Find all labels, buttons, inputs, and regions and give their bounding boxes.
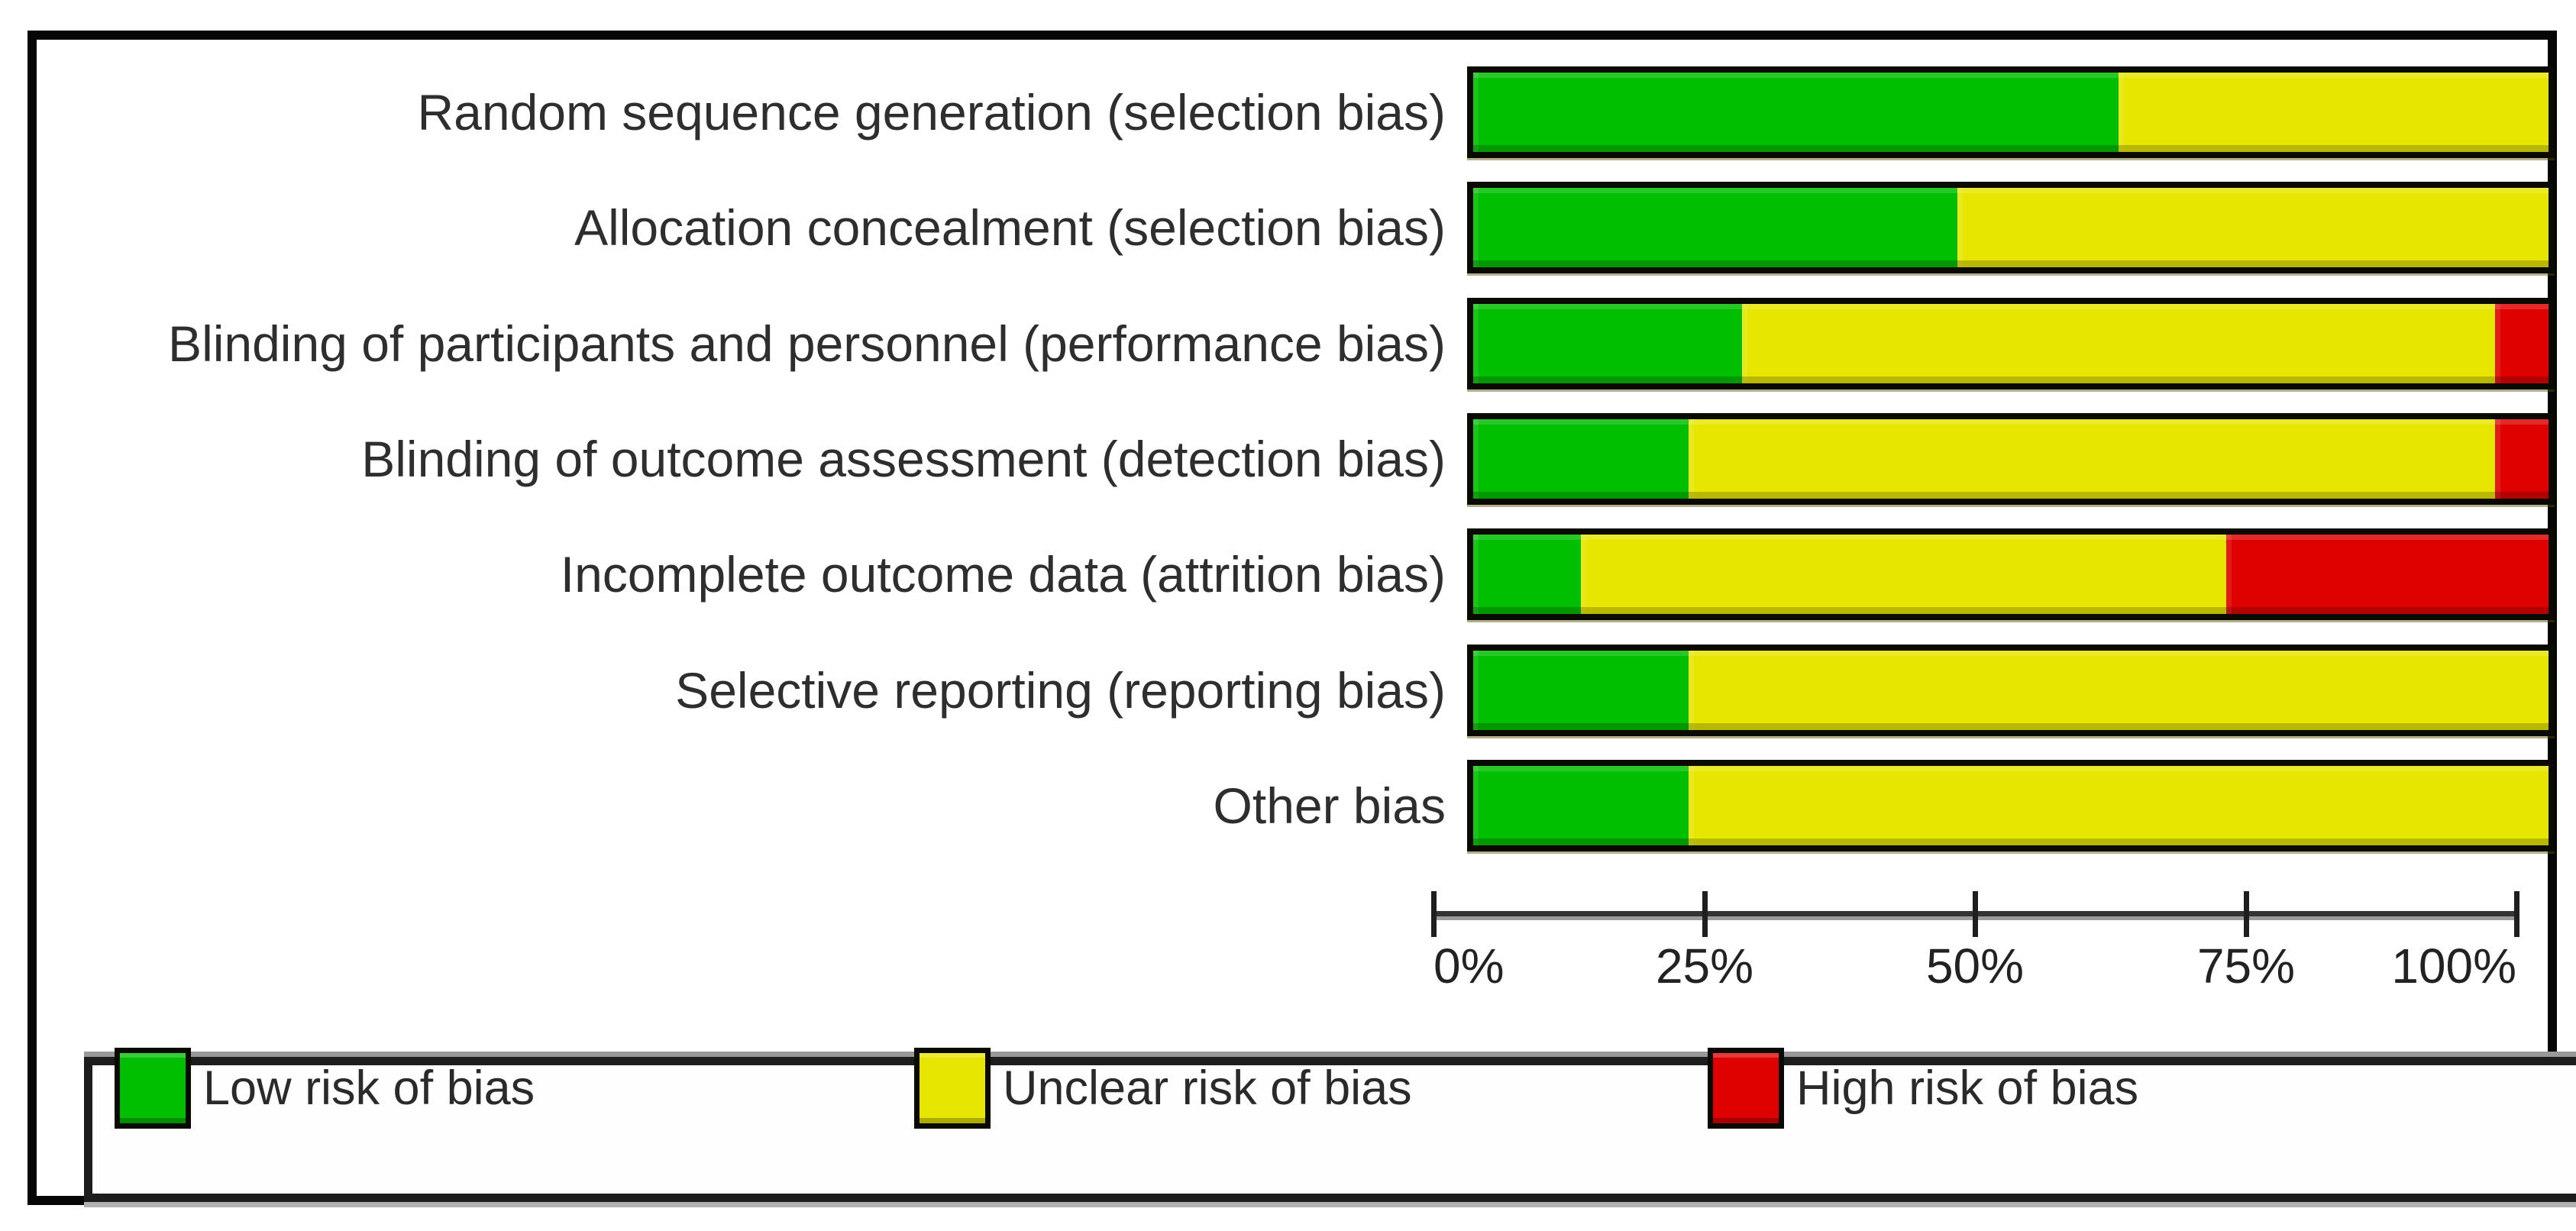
legend-item: High risk of bias: [1708, 1048, 2138, 1129]
bar-segment-low-risk: [1473, 419, 1689, 499]
axis-tick: [1973, 891, 1978, 937]
bar-segment-unclear-risk: [1688, 419, 2495, 499]
legend-item-label: Unclear risk of bias: [1003, 1061, 1412, 1115]
bar-segment-low-risk: [1473, 304, 1742, 383]
bar-segment-unclear-risk: [1957, 188, 2549, 267]
legend: [84, 1057, 2576, 1202]
stacked-bar: [1467, 66, 2555, 158]
axis-tick-label: 75%: [2196, 939, 2296, 994]
category-label: Other bias: [1213, 777, 1446, 834]
bar-segment-high-risk: [2494, 304, 2549, 383]
axis-tick-label: 50%: [1925, 939, 2025, 994]
category-label: Selective reporting (reporting bias): [675, 662, 1446, 719]
stacked-bar: [1467, 645, 2555, 736]
axis-tick-label: 25%: [1655, 939, 1754, 994]
chart-row: Blinding of participants and personnel (…: [37, 298, 2555, 389]
category-label: Allocation concealment (selection bias): [574, 199, 1446, 256]
stacked-bar: [1467, 182, 2555, 273]
chart-row: Blinding of outcome assessment (detectio…: [37, 413, 2555, 505]
stacked-bar: [1467, 528, 2555, 620]
bar-segment-low-risk: [1473, 651, 1689, 730]
bar-segment-high-risk: [2494, 419, 2549, 499]
bar-segment-unclear-risk: [1688, 651, 2549, 730]
legend-item: Unclear risk of bias: [914, 1048, 1412, 1129]
bar-segment-low-risk: [1473, 766, 1689, 845]
legend-item-label: Low risk of bias: [203, 1061, 535, 1115]
chart-row: Selective reporting (reporting bias): [37, 645, 2555, 736]
category-label: Blinding of outcome assessment (detectio…: [361, 431, 1446, 487]
category-label: Blinding of participants and personnel (…: [168, 315, 1446, 372]
legend-swatch-low-risk: [115, 1048, 191, 1129]
chart-outer-border: Random sequence generation (selection bi…: [27, 31, 2576, 1205]
bar-segment-high-risk: [2225, 535, 2549, 614]
bar-segment-low-risk: [1473, 73, 2119, 152]
legend-swatch-unclear-risk: [914, 1048, 991, 1129]
legend-item: Low risk of bias: [115, 1048, 535, 1129]
stacked-bar: [1467, 413, 2555, 505]
bar-segment-low-risk: [1473, 188, 1957, 267]
axis-tick-label: 100%: [2391, 939, 2516, 994]
bar-segment-unclear-risk: [2118, 73, 2549, 152]
axis-tick-label: 0%: [1433, 939, 1505, 994]
chart-row: Random sequence generation (selection bi…: [37, 66, 2555, 158]
chart-row: Allocation concealment (selection bias): [37, 182, 2555, 273]
bar-segment-unclear-risk: [1742, 304, 2495, 383]
legend-item-label: High risk of bias: [1796, 1061, 2139, 1115]
category-label: Incomplete outcome data (attrition bias): [560, 546, 1446, 603]
stacked-bar: [1467, 298, 2555, 389]
chart-row: Incomplete outcome data (attrition bias): [37, 528, 2555, 620]
chart-row: Other bias: [37, 760, 2555, 851]
axis-tick: [1702, 891, 1708, 937]
axis-tick: [2514, 891, 2519, 937]
axis-tick: [1431, 891, 1437, 937]
axis-tick: [2244, 891, 2249, 937]
category-label: Random sequence generation (selection bi…: [417, 84, 1446, 141]
bar-segment-unclear-risk: [1688, 766, 2549, 845]
bar-segment-low-risk: [1473, 535, 1581, 614]
bar-segment-unclear-risk: [1580, 535, 2226, 614]
stacked-bar: [1467, 760, 2555, 851]
legend-swatch-high-risk: [1708, 1048, 1784, 1129]
